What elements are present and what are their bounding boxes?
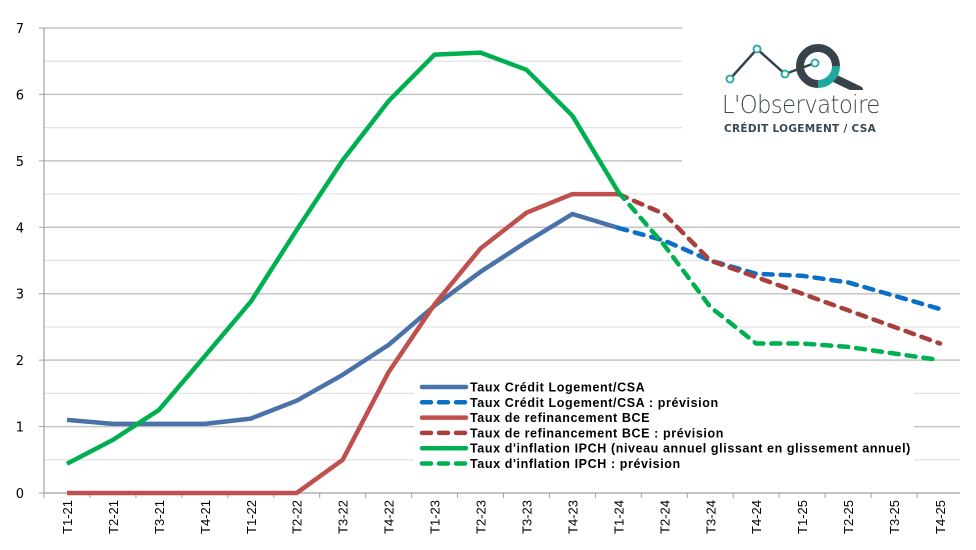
x-tick-label: T4-23 [565,500,580,534]
y-tick-label: 7 [16,22,24,37]
series-line-6 [616,189,943,363]
x-tick-label: T1-24 [611,500,626,534]
x-tick-label: T4-24 [749,500,764,534]
logo-title: L'Observatoire [722,90,880,119]
x-tick-label: T1-23 [428,500,443,534]
x-tick-label: T3-22 [336,500,351,534]
series-lines [65,50,943,496]
x-tick-label: T2-22 [290,500,305,534]
y-tick-label: 4 [16,221,24,236]
observatoire-logo: L'Observatoire CRÉDIT LOGEMENT / CSA [682,0,976,166]
x-tick-label: T1-22 [244,500,259,534]
x-tick-label: T3-24 [703,500,718,534]
x-tick-label: T2-25 [841,500,856,534]
y-tick-label: 5 [16,155,24,170]
x-tick-label: T4-25 [933,500,948,534]
series-line-2 [616,225,943,312]
legend-label-1: Taux Crédit Logement/CSA [470,381,645,395]
y-axis-ticks: 0 1 2 3 4 5 6 7 [16,22,44,502]
y-tick-label: 0 [16,487,24,502]
series-line-5 [65,50,621,466]
x-tick-label: T3-21 [152,500,167,534]
logo-subtitle: CRÉDIT LOGEMENT / CSA [724,123,877,135]
series-line-3 [67,191,619,496]
legend-label-5: Taux d'inflation IPCH (niveau annuel gli… [470,442,911,456]
legend-label-4: Taux de refinancement BCE : prévision [470,426,724,440]
y-tick-label: 1 [16,421,24,436]
logo-chart-magnifier-icon [725,44,863,90]
x-tick-label: T2-21 [106,500,121,534]
x-tick-label: T4-21 [198,500,213,534]
legend-label-3: Taux de refinancement BCE [470,411,650,425]
legend-background [414,373,914,485]
y-tick-label: 3 [16,288,24,303]
series-line-1 [66,211,620,427]
x-tick-label: T4-22 [382,500,397,534]
x-tick-label: T3-23 [519,500,534,534]
x-tick-label: T2-23 [474,500,489,534]
legend-label-2: Taux Crédit Logement/CSA : prévision [470,396,719,410]
x-tick-label: T1-25 [795,500,810,534]
y-tick-label: 2 [16,354,24,369]
x-tick-label: T2-24 [657,500,672,534]
y-tick-label: 6 [16,88,24,103]
legend-label-6: Taux d'inflation IPCH : prévision [470,457,681,471]
series-line-4 [616,191,943,346]
x-tick-label: T3-25 [887,500,902,534]
x-tick-label: T1-21 [60,500,75,534]
x-axis-ticks: T1-21 T2-21 T3-21 T4-21 T1-22 T2-22 T3-22 T4-22… [43,493,948,534]
